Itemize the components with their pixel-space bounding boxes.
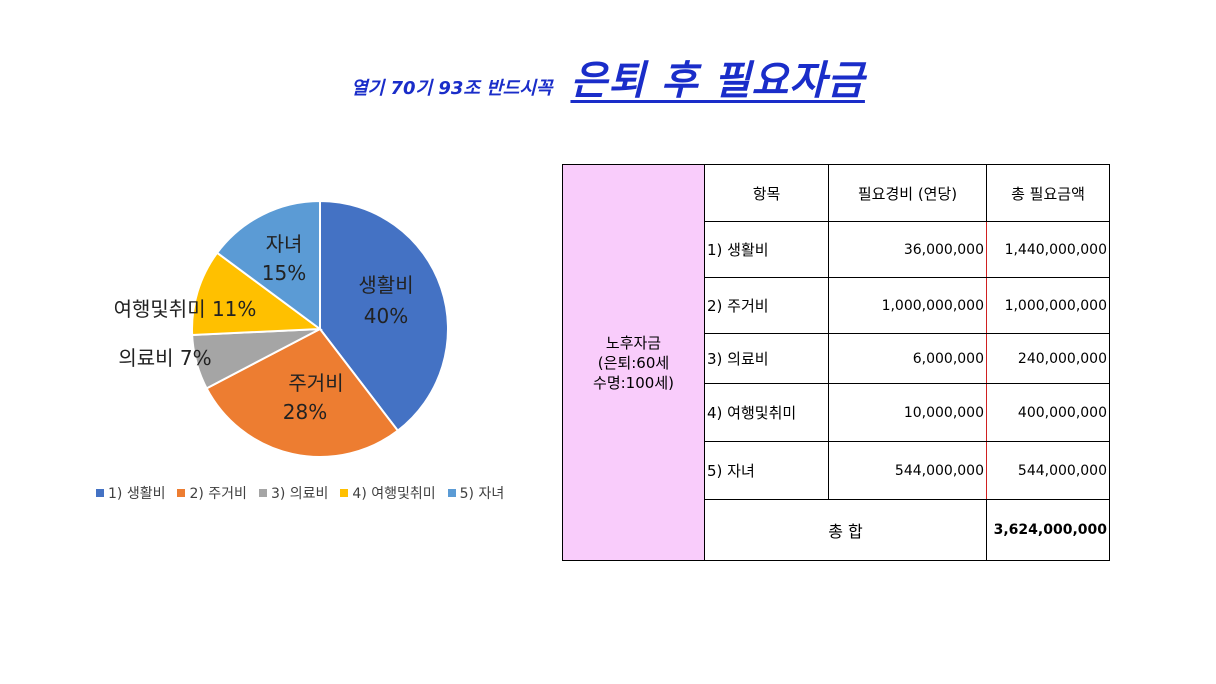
title-row: 열기 70기 93조 반드시꼭 은퇴 후 필요자금 bbox=[0, 48, 1216, 106]
slice-data-label: 여행및취미 11% bbox=[114, 297, 257, 321]
legend-label: 3) 의료비 bbox=[270, 486, 329, 502]
legend-label: 1) 생활비 bbox=[108, 486, 166, 502]
pie-slice bbox=[215, 199, 321, 331]
pie-chart: 생활비 40% 주거비 28% 의료비 7% 여행및취미 11% 자녀 15% bbox=[114, 199, 449, 458]
item-cell: 1) 생활비 bbox=[704, 221, 829, 278]
total-value-cell: 3,624,000,000 bbox=[986, 499, 1110, 561]
item-cell: 5) 자녀 bbox=[704, 441, 829, 500]
legend-item: 3) 의료비 bbox=[258, 483, 329, 503]
total-cost-cell: 1,000,000,000 bbox=[986, 277, 1110, 334]
slice-percent-label: 15% bbox=[262, 261, 306, 285]
chart-legend: 1) 생활비 2) 주거비 3) 의료비 4) 여행및취미 5) 자녀 bbox=[96, 483, 556, 503]
column-header: 필요경비 (연당) bbox=[828, 164, 987, 222]
expense-table: 노후자금 (은퇴:60세 수명:100세) 항목 필요경비 (연당) 총 필요금액 1) 생… bbox=[562, 164, 1110, 561]
legend-label: 2) 주거비 bbox=[189, 486, 247, 502]
legend-item: 2) 주거비 bbox=[177, 483, 247, 503]
pie-slice bbox=[319, 199, 449, 433]
table-header-row: 노후자금 (은퇴:60세 수명:100세) 항목 필요경비 (연당) 총 필요금액 bbox=[562, 164, 1110, 561]
legend-item: 4) 여행및취미 bbox=[340, 483, 436, 503]
legend-swatch bbox=[258, 489, 267, 497]
total-cost-cell: 1,440,000,000 bbox=[986, 221, 1110, 278]
total-cost-cell: 240,000,000 bbox=[986, 333, 1110, 384]
total-label-cell: 총 합 bbox=[704, 499, 987, 561]
slice-name-label: 주거비 bbox=[288, 371, 343, 395]
item-cell: 3) 의료비 bbox=[704, 333, 829, 384]
group-label-line: (은퇴:60세 bbox=[597, 353, 670, 372]
slice-data-label: 의료비 7% bbox=[118, 346, 211, 370]
annual-cost-cell: 10,000,000 bbox=[828, 383, 987, 442]
annual-cost-cell: 1,000,000,000 bbox=[828, 277, 987, 334]
annual-cost-cell: 544,000,000 bbox=[828, 441, 987, 500]
legend-swatch bbox=[96, 489, 104, 497]
slice-percent-label: 28% bbox=[283, 400, 327, 424]
legend-label: 5) 자녀 bbox=[459, 486, 505, 502]
legend-item: 1) 생활비 bbox=[96, 483, 165, 503]
group-label-cell: 노후자금 (은퇴:60세 수명:100세) bbox=[562, 164, 705, 561]
legend-label: 4) 여행및취미 bbox=[352, 486, 436, 502]
expense-table-wrap: 노후자금 (은퇴:60세 수명:100세) 항목 필요경비 (연당) 총 필요금액 1) 생… bbox=[562, 164, 1110, 561]
legend-swatch bbox=[177, 489, 186, 497]
item-cell: 4) 여행및취미 bbox=[704, 383, 829, 442]
group-label-line: 수명:100세) bbox=[593, 373, 674, 392]
page-title: 은퇴 후 필요자금 bbox=[570, 58, 865, 104]
annual-cost-cell: 36,000,000 bbox=[828, 221, 987, 278]
subtitle: 열기 70기 93조 반드시꼭 bbox=[351, 78, 553, 99]
pie-slice bbox=[205, 327, 400, 458]
total-cost-cell: 544,000,000 bbox=[986, 441, 1110, 500]
pie-slice bbox=[191, 251, 323, 337]
group-label-line: 노후자금 bbox=[605, 333, 662, 352]
table-row: 3) 의료비 6,000,000 240,000,000 bbox=[563, 333, 1110, 384]
legend-item: 5) 자녀 bbox=[447, 483, 505, 503]
slice-percent-label: 40% bbox=[364, 304, 408, 328]
table-row: 4) 여행및취미 10,000,000 400,000,000 bbox=[563, 383, 1110, 442]
slice-name-label: 자녀 bbox=[266, 232, 303, 256]
total-cost-cell: 400,000,000 bbox=[986, 383, 1110, 442]
column-header: 총 필요금액 bbox=[986, 164, 1110, 222]
slice-name-label: 생활비 bbox=[358, 273, 413, 297]
item-cell: 2) 주거비 bbox=[704, 277, 829, 334]
table-total-row: 총 합 3,624,000,000 bbox=[563, 499, 1110, 561]
legend-swatch bbox=[340, 489, 349, 497]
column-header: 항목 bbox=[704, 164, 829, 222]
annual-cost-cell: 6,000,000 bbox=[828, 333, 987, 384]
legend-swatch bbox=[447, 489, 456, 497]
